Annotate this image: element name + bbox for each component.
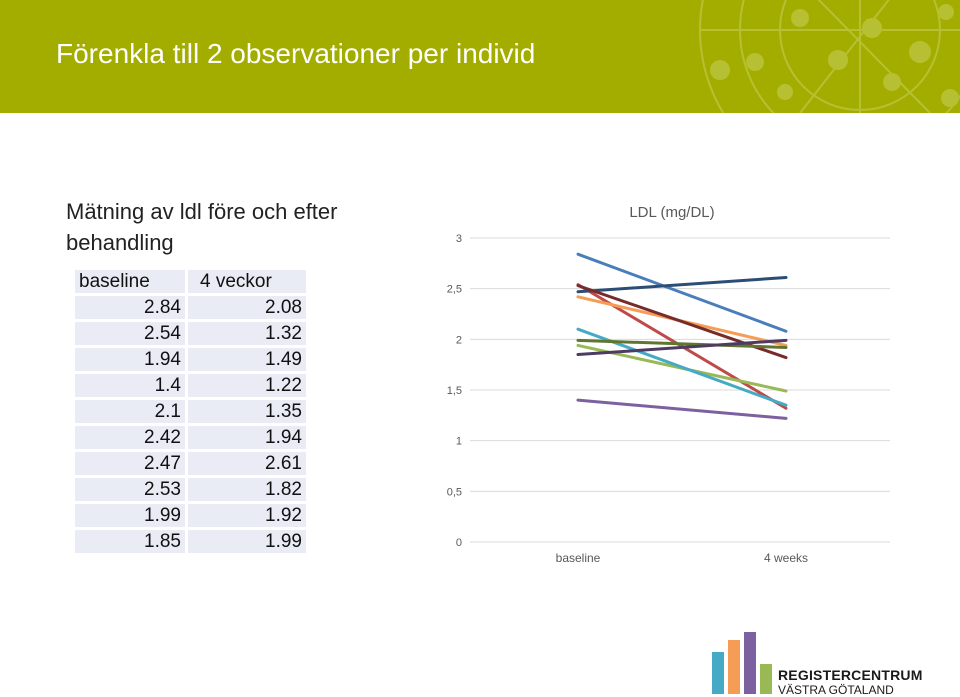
table-row: 1.99 1.92	[75, 504, 306, 527]
table-row: 2.54 1.32	[75, 322, 306, 345]
y-tick-label: 0	[456, 537, 462, 549]
logo-bar	[760, 664, 772, 694]
baseline-cell: 1.4	[75, 374, 185, 397]
table-row: 2.42 1.94	[75, 426, 306, 449]
logo-name: REGISTERCENTRUM	[778, 667, 923, 683]
series-line	[576, 338, 788, 349]
baseline-cell: 2.47	[75, 452, 185, 475]
followup-cell: 1.22	[185, 374, 306, 397]
table-row: 1.4 1.22	[75, 374, 306, 397]
subtitle: Mätning av ldl före och efter behandling	[66, 199, 338, 255]
baseline-cell: 2.53	[75, 478, 185, 501]
followup-cell: 1.82	[185, 478, 306, 501]
table-row: 2.53 1.82	[75, 478, 306, 501]
y-axis-ticks: 0 0,5 1 1,5 2 2,5 3	[447, 233, 462, 549]
y-tick-label: 0,5	[447, 486, 462, 498]
baseline-cell: 1.99	[75, 504, 185, 527]
y-tick-label: 1	[456, 436, 462, 448]
title-bar: Förenkla till 2 observationer per indivi…	[0, 0, 960, 113]
followup-cell: 1.35	[185, 400, 306, 423]
y-tick-label: 3	[456, 233, 462, 245]
series-line	[576, 276, 788, 294]
baseline-cell: 2.84	[75, 296, 185, 319]
baseline-cell: 2.42	[75, 426, 185, 449]
y-tick-label: 2	[456, 334, 462, 346]
gridlines	[470, 237, 890, 543]
y-tick-label: 2,5	[447, 284, 462, 296]
series-line	[576, 252, 788, 333]
column-header-baseline: baseline	[75, 270, 185, 293]
slide-title: Förenkla till 2 observationer per indivi…	[56, 38, 536, 69]
x-tick-label: baseline	[556, 551, 601, 565]
y-tick-label: 1,5	[447, 385, 462, 397]
chart-title: LDL (mg/DL)	[629, 204, 714, 221]
network-decoration	[699, 0, 960, 113]
x-axis-ticks: baseline 4 weeks	[556, 551, 808, 565]
table-row: 2.84 2.08	[75, 296, 306, 319]
ldl-line-chart: LDL (mg/DL) 0 0,5 1 1,5 2 2,5 3 baseline 4 week…	[447, 204, 890, 565]
x-tick-label: 4 weeks	[764, 551, 808, 565]
data-table: baseline 4 veckor 2.84 2.08 2.54 1.32 1.94…	[75, 267, 306, 556]
table-header-row: baseline 4 veckor	[75, 270, 306, 293]
table-row: 1.85 1.99	[75, 530, 306, 553]
series-line	[576, 338, 788, 357]
baseline-cell: 2.1	[75, 400, 185, 423]
baseline-cell: 1.85	[75, 530, 185, 553]
series-line	[576, 398, 788, 420]
table-row: 2.1 1.35	[75, 400, 306, 423]
followup-cell: 1.99	[185, 530, 306, 553]
followup-cell: 1.94	[185, 426, 306, 449]
logo-region: VÄSTRA GÖTALAND	[778, 683, 894, 697]
followup-cell: 1.92	[185, 504, 306, 527]
column-header-4-veckor: 4 veckor	[185, 270, 306, 293]
logo-bar	[712, 652, 724, 694]
registercentrum-logo-bars	[712, 632, 772, 694]
followup-cell: 2.61	[185, 452, 306, 475]
followup-cell: 2.08	[185, 296, 306, 319]
series-lines	[576, 252, 788, 420]
logo-bar	[744, 632, 756, 694]
baseline-cell: 2.54	[75, 322, 185, 345]
baseline-cell: 1.94	[75, 348, 185, 371]
table-row: 2.47 2.61	[75, 452, 306, 475]
table-row: 1.94 1.49	[75, 348, 306, 371]
followup-cell: 1.49	[185, 348, 306, 371]
logo-bar	[728, 640, 740, 694]
followup-cell: 1.32	[185, 322, 306, 345]
